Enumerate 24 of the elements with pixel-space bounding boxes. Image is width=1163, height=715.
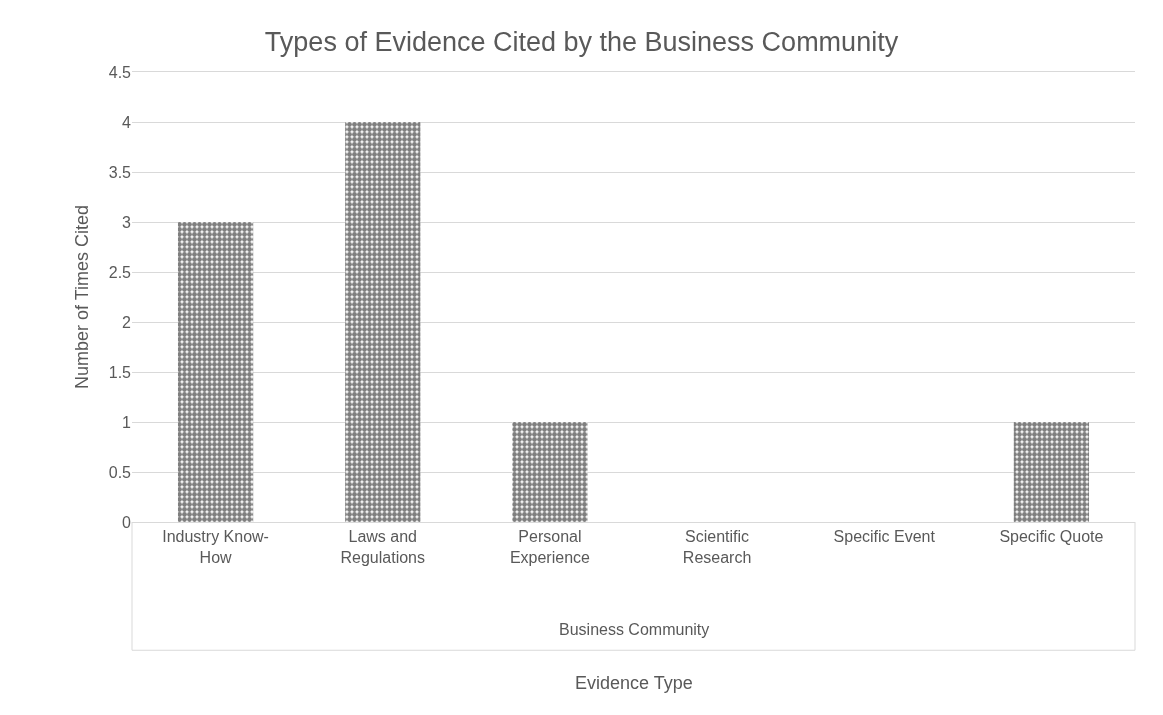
y-tick-label: 4 [122, 113, 132, 131]
x-tick-label: Specific Quote [999, 528, 1104, 546]
y-tick-label: 0.5 [108, 463, 132, 481]
y-axis-title: Number of Times Cited [71, 204, 92, 390]
y-tick-label: 1.5 [108, 363, 132, 381]
y-tick-label: 3.5 [108, 163, 132, 181]
x-tick-label: Industry Know-How [162, 528, 269, 566]
bar [345, 122, 421, 522]
y-tick-label: 1 [122, 413, 132, 431]
y-tick-label: 0 [122, 513, 132, 531]
bar [177, 222, 254, 522]
x-tick-label: Specific Event [833, 528, 936, 546]
x-tick-label: Laws and Regulations [340, 528, 425, 566]
text: Business Community [559, 621, 710, 638]
bar [512, 422, 588, 522]
y-tick-label: 2.5 [108, 263, 132, 281]
y-tick-label: 3 [122, 213, 132, 231]
x-tick-label: Personal Experience [509, 528, 591, 566]
x-tick-label: Scientific Research [682, 528, 752, 566]
y-tick-label: 4.5 [108, 63, 132, 81]
y-tick-label: 2 [122, 313, 132, 331]
bar [1013, 422, 1090, 522]
text: Evidence Type [575, 673, 693, 693]
chart-title: Types of Evidence Cited by the Business Community [264, 27, 899, 58]
